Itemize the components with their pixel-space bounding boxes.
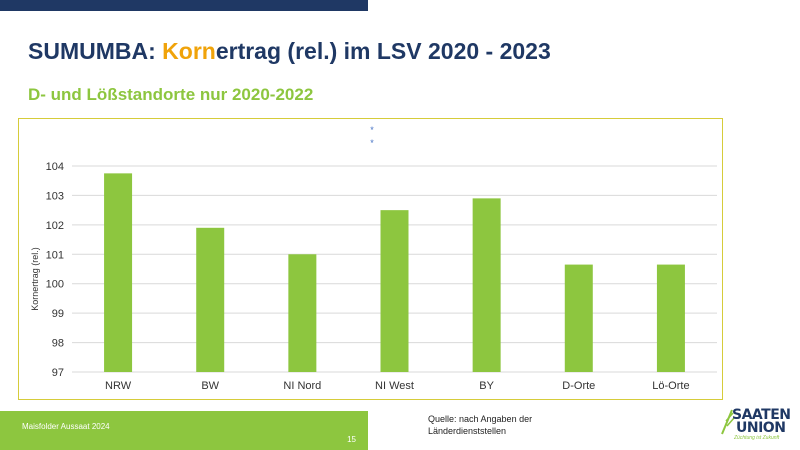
y-tick-label: 97 xyxy=(52,367,64,379)
bar xyxy=(380,210,409,372)
x-tick-label: NI Nord xyxy=(283,380,321,392)
y-tick-label: 100 xyxy=(46,279,64,291)
y-tick-label: 101 xyxy=(46,249,64,261)
logo-line-1: SAATEN xyxy=(732,407,791,423)
y-axis-title: Kornertrag (rel.) xyxy=(30,247,40,311)
y-tick-label: 98 xyxy=(52,338,64,350)
x-tick-label: NI West xyxy=(375,380,414,392)
bar xyxy=(656,264,685,372)
saaten-union-logo: SAATEN UNION Züchtung ist Zukunft xyxy=(718,404,791,444)
legend-marker: * xyxy=(370,125,374,135)
source-note: Quelle: nach Angaben der Länderdienstste… xyxy=(428,414,533,436)
chart-frame: 97 98 99 100 101 102 103 104 Kornertrag (rel.) NR… xyxy=(18,118,723,400)
wheat-icon xyxy=(721,409,735,435)
x-tick-label: D-Orte xyxy=(562,380,595,392)
page-number: 15 xyxy=(347,435,356,444)
y-tick-label: 103 xyxy=(46,190,64,202)
top-accent-bar xyxy=(0,0,368,11)
x-tick-label: Lö-Orte xyxy=(652,380,689,392)
bar xyxy=(196,227,225,372)
bar xyxy=(104,173,133,372)
bar xyxy=(288,254,317,372)
x-tick-label: NRW xyxy=(105,380,132,392)
bar xyxy=(472,198,501,372)
y-tick-label: 99 xyxy=(52,308,64,320)
legend-marker: * xyxy=(370,138,374,148)
logo-line-2: UNION xyxy=(736,420,786,436)
title-highlight: Korn xyxy=(162,38,216,64)
title-rest: ertrag (rel.) im LSV 2020 - 2023 xyxy=(215,38,551,64)
title-prefix: SUMUMBA: xyxy=(28,38,163,64)
x-tick-label: BW xyxy=(201,380,219,392)
slide-title: SUMUMBA: Kornertrag (rel.) im LSV 2020 -… xyxy=(28,38,551,65)
slide-subtitle: D- und Lößstandorte nur 2020-2022 xyxy=(28,85,314,104)
footer-bar: Maisfolder Aussaat 2024 15 xyxy=(0,411,368,450)
logo-tagline: Züchtung ist Zukunft xyxy=(734,435,780,441)
bar-chart: 97 98 99 100 101 102 103 104 Kornertrag (rel.) NR… xyxy=(30,125,717,392)
y-tick-label: 104 xyxy=(46,161,64,173)
y-tick-label: 102 xyxy=(46,220,64,232)
footer-label: Maisfolder Aussaat 2024 xyxy=(22,422,110,431)
x-tick-label: BY xyxy=(479,380,494,392)
bar xyxy=(564,264,593,372)
